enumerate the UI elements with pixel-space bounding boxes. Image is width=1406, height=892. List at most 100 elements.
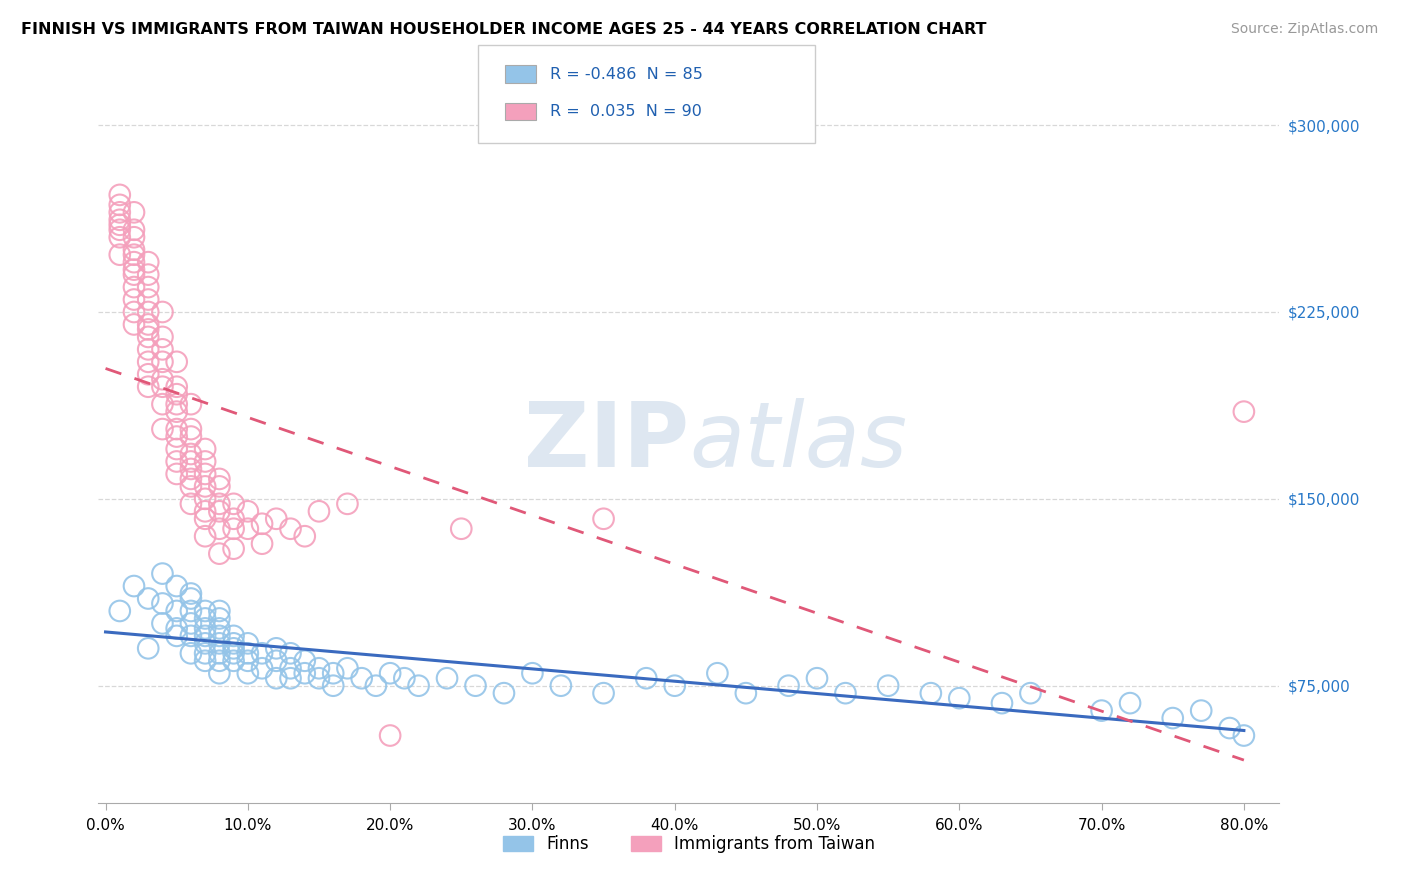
Point <box>136 318 159 332</box>
Point <box>122 243 145 257</box>
Point <box>834 686 856 700</box>
Point <box>194 621 217 635</box>
Point <box>136 368 159 382</box>
Point <box>1119 696 1142 710</box>
Point <box>322 666 344 681</box>
Point <box>222 512 245 526</box>
Text: R = -0.486  N = 85: R = -0.486 N = 85 <box>550 67 703 81</box>
Point <box>122 305 145 319</box>
Point <box>208 629 231 643</box>
Point <box>136 293 159 307</box>
Point <box>208 666 231 681</box>
Point <box>336 497 359 511</box>
Point <box>194 654 217 668</box>
Point <box>180 479 202 493</box>
Point <box>664 679 686 693</box>
Point <box>136 343 159 357</box>
Point <box>208 611 231 625</box>
Point <box>280 522 302 536</box>
Point <box>592 512 614 526</box>
Point <box>592 686 614 700</box>
Point <box>208 479 231 493</box>
Point <box>436 671 458 685</box>
Point <box>166 397 188 411</box>
Point <box>166 442 188 456</box>
Point <box>194 479 217 493</box>
Point <box>180 586 202 600</box>
Point <box>280 646 302 660</box>
Point <box>408 679 430 693</box>
Point <box>166 579 188 593</box>
Point <box>394 671 416 685</box>
Point <box>378 729 401 743</box>
Point <box>1233 729 1256 743</box>
Point <box>180 447 202 461</box>
Point <box>180 646 202 660</box>
Point <box>222 654 245 668</box>
Point <box>208 646 231 660</box>
Point <box>550 679 572 693</box>
Point <box>208 654 231 668</box>
Point <box>778 679 800 693</box>
Point <box>108 223 131 237</box>
Point <box>266 654 288 668</box>
Point <box>166 621 188 635</box>
Point <box>464 679 486 693</box>
Point <box>266 641 288 656</box>
Point <box>180 462 202 476</box>
Point <box>136 330 159 344</box>
Point <box>208 547 231 561</box>
Point <box>166 454 188 468</box>
Point <box>806 671 828 685</box>
Point <box>166 629 188 643</box>
Text: R =  0.035  N = 90: R = 0.035 N = 90 <box>550 104 702 119</box>
Point <box>1090 704 1112 718</box>
Point <box>236 504 259 518</box>
Point <box>180 591 202 606</box>
Point <box>166 422 188 436</box>
Point <box>222 497 245 511</box>
Point <box>194 636 217 650</box>
Point <box>180 397 202 411</box>
Point <box>194 504 217 518</box>
Point <box>308 661 330 675</box>
Point <box>208 522 231 536</box>
Text: Source: ZipAtlas.com: Source: ZipAtlas.com <box>1230 22 1378 37</box>
Point <box>948 691 970 706</box>
Point <box>194 529 217 543</box>
Point <box>308 671 330 685</box>
Point <box>1189 704 1212 718</box>
Point <box>136 322 159 336</box>
Point <box>636 671 658 685</box>
Point <box>152 380 174 394</box>
Point <box>136 305 159 319</box>
Point <box>180 497 202 511</box>
Point <box>180 454 202 468</box>
Point <box>208 472 231 486</box>
Point <box>194 454 217 468</box>
Point <box>122 255 145 269</box>
Point <box>522 666 544 681</box>
Point <box>122 205 145 219</box>
Point <box>194 611 217 625</box>
Point <box>1233 404 1256 418</box>
Point <box>308 504 330 518</box>
Point <box>180 629 202 643</box>
Point <box>294 666 316 681</box>
Point <box>136 355 159 369</box>
Point <box>194 646 217 660</box>
Point <box>194 491 217 506</box>
Point <box>166 387 188 401</box>
Point <box>877 679 900 693</box>
Point <box>378 666 401 681</box>
Point <box>208 604 231 618</box>
Point <box>294 654 316 668</box>
Point <box>222 629 245 643</box>
Point <box>180 422 202 436</box>
Point <box>208 621 231 635</box>
Point <box>108 198 131 212</box>
Point <box>266 671 288 685</box>
Point <box>152 597 174 611</box>
Point <box>108 205 131 219</box>
Point <box>136 280 159 294</box>
